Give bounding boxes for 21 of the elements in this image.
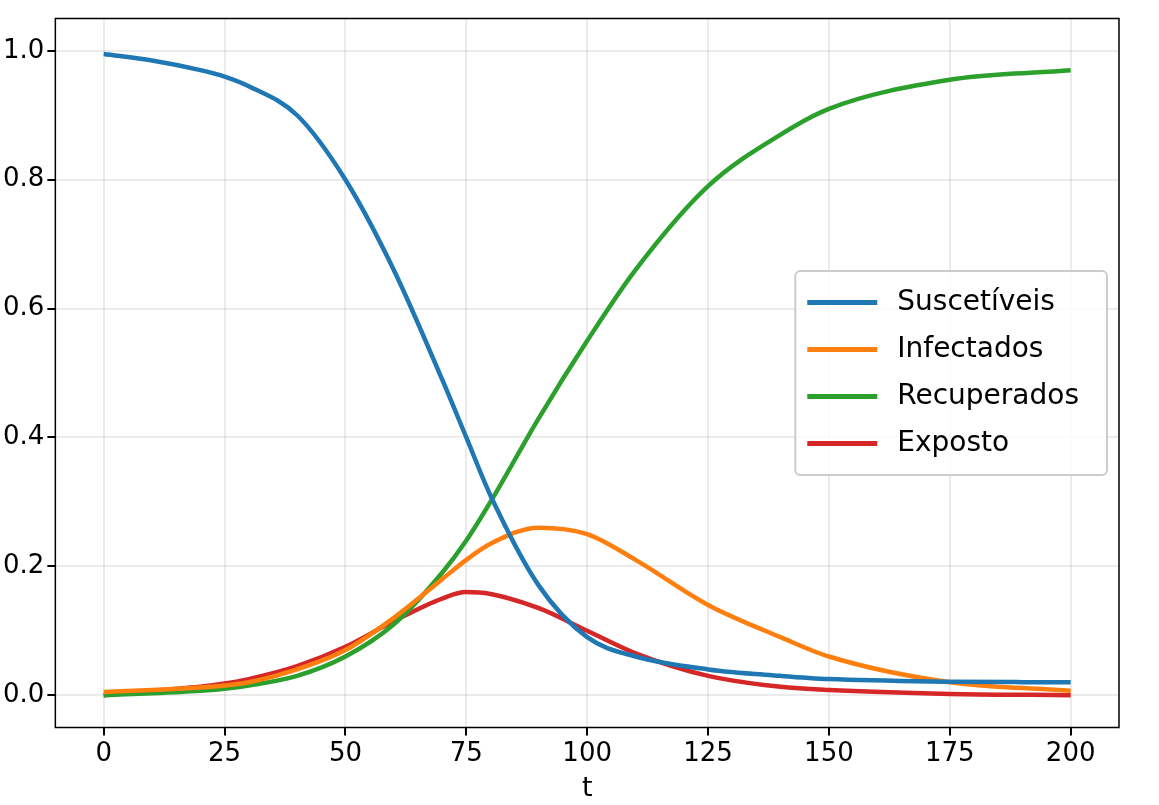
legend-label: Infectados — [897, 330, 1044, 364]
x-tick-label: 75 — [449, 736, 483, 767]
line-series — [101, 525, 1073, 695]
y-tick-label: 1.0 — [2, 33, 45, 64]
y-tick-label: 0.0 — [2, 677, 45, 708]
y-tick-label: 0.8 — [2, 162, 45, 193]
x-tick-label: 25 — [208, 736, 242, 767]
legend-label: Suscetíveis — [897, 283, 1055, 317]
x-tick-label: 175 — [924, 736, 975, 767]
x-tick-label: 125 — [683, 736, 733, 767]
x-tick-label: 150 — [804, 736, 854, 767]
x-tick-label: 100 — [562, 736, 612, 767]
legend-label: Exposto — [897, 424, 1010, 458]
legend-label: Recuperados — [897, 377, 1080, 411]
x-tick-label: 50 — [328, 736, 362, 767]
y-tick-label: 0.4 — [2, 420, 45, 451]
y-tick-label: 0.6 — [2, 291, 45, 322]
x-tick-label: 200 — [1045, 736, 1096, 767]
x-tick-label: 0 — [95, 736, 112, 767]
y-tick-label: 0.2 — [2, 549, 45, 580]
x-axis-title: t — [581, 770, 593, 802]
